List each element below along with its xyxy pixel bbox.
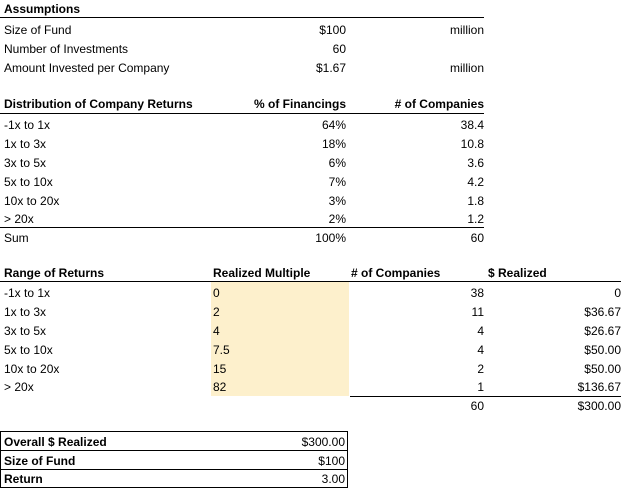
realized-multiple-cell[interactable]: 2	[213, 305, 220, 319]
range-header-realized: $ Realized	[488, 266, 547, 280]
assumptions-header: Assumptions	[4, 2, 81, 16]
summary-value-fund-size: $100	[318, 454, 345, 468]
distribution-total-companies: 60	[470, 231, 484, 245]
realized-multiple-cell[interactable]: 4	[213, 324, 220, 338]
distribution-total-label: Sum	[4, 231, 29, 245]
realized-multiple-cell[interactable]: 82	[213, 380, 227, 394]
assumption-value-num-investments[interactable]: 60	[332, 42, 346, 56]
distribution-companies-cell: 1.8	[467, 194, 484, 208]
distribution-range-label: > 20x	[4, 212, 34, 226]
distribution-range-label: 10x to 20x	[4, 194, 60, 208]
range-label: 10x to 20x	[4, 362, 60, 376]
distribution-pct-cell[interactable]: 2%	[328, 212, 346, 226]
range-total-companies: 60	[470, 399, 484, 413]
range-companies-cell: 4	[477, 343, 484, 357]
distribution-companies-cell: 4.2	[467, 175, 484, 189]
range-companies-cell: 1	[477, 380, 484, 394]
range-header-rule	[0, 281, 621, 282]
distribution-total-pct: 100%	[315, 231, 346, 245]
range-realized-cell: $50.00	[584, 362, 621, 376]
assumption-label-fund-size: Size of Fund	[4, 23, 72, 37]
summary-label-return: Return	[4, 472, 43, 486]
distribution-pct-cell[interactable]: 3%	[328, 194, 346, 208]
range-label: 5x to 10x	[4, 343, 53, 357]
range-label: 3x to 5x	[4, 324, 47, 338]
range-companies-cell: 38	[470, 286, 484, 300]
range-header-multiple: Realized Multiple	[213, 266, 311, 280]
range-realized-cell: $50.00	[584, 343, 621, 357]
input-cells-highlight	[211, 282, 349, 396]
distribution-companies-cell: 1.2	[467, 212, 484, 226]
realized-multiple-cell[interactable]: 0	[213, 286, 220, 300]
assumption-unit-fund-size: million	[449, 23, 484, 37]
range-label: 1x to 3x	[4, 305, 47, 319]
range-label: -1x to 1x	[4, 286, 51, 300]
range-realized-cell: 0	[614, 286, 621, 300]
distribution-pct-cell[interactable]: 6%	[328, 156, 346, 170]
distribution-pct-cell[interactable]: 18%	[321, 137, 346, 151]
range-companies-cell: 4	[477, 324, 484, 338]
range-header-label: Range of Returns	[4, 266, 105, 280]
distribution-pct-cell[interactable]: 64%	[321, 118, 346, 132]
distribution-header-rule	[0, 113, 484, 114]
distribution-range-label: 1x to 3x	[4, 137, 47, 151]
range-realized-cell: $26.67	[584, 324, 621, 338]
distribution-companies-cell: 10.8	[460, 137, 484, 151]
summary-value-return: 3.00	[321, 472, 345, 486]
range-companies-cell: 11	[471, 305, 484, 319]
range-header-companies: # of Companies	[351, 266, 441, 280]
range-realized-cell: $36.67	[584, 305, 621, 319]
assumption-label-num-investments: Number of Investments	[4, 42, 129, 56]
summary-row-divider	[1, 450, 347, 451]
distribution-header-label: Distribution of Company Returns	[4, 97, 193, 111]
assumption-value-fund-size[interactable]: $100	[319, 23, 346, 37]
distribution-header-companies: # of Companies	[394, 97, 484, 111]
distribution-range-label: -1x to 1x	[4, 118, 51, 132]
assumption-unit-amount-per-company: million	[449, 61, 484, 75]
summary-label-overall-realized: Overall $ Realized	[4, 435, 107, 449]
distribution-total-rule	[0, 227, 484, 228]
assumption-value-amount-per-company[interactable]: $1.67	[315, 61, 346, 75]
distribution-companies-cell: 3.6	[467, 156, 484, 170]
summary-box	[0, 431, 348, 488]
distribution-pct-cell[interactable]: 7%	[328, 175, 346, 189]
distribution-range-label: 3x to 5x	[4, 156, 47, 170]
range-label: > 20x	[4, 380, 34, 394]
distribution-header-pct: % of Financings	[253, 97, 346, 111]
range-realized-cell: $136.67	[577, 380, 621, 394]
assumption-label-amount-per-company: Amount Invested per Company	[4, 61, 170, 75]
realized-multiple-cell[interactable]: 15	[213, 362, 227, 376]
range-total-rule	[350, 396, 621, 397]
distribution-range-label: 5x to 10x	[4, 175, 53, 189]
range-companies-cell: 2	[477, 362, 484, 376]
summary-row-divider	[1, 469, 347, 470]
assumptions-header-rule	[0, 17, 484, 18]
summary-label-fund-size: Size of Fund	[4, 454, 76, 468]
summary-value-overall-realized: $300.00	[301, 435, 345, 449]
range-total-realized: $300.00	[577, 399, 621, 413]
realized-multiple-cell[interactable]: 7.5	[213, 343, 230, 357]
distribution-companies-cell: 38.4	[460, 118, 484, 132]
